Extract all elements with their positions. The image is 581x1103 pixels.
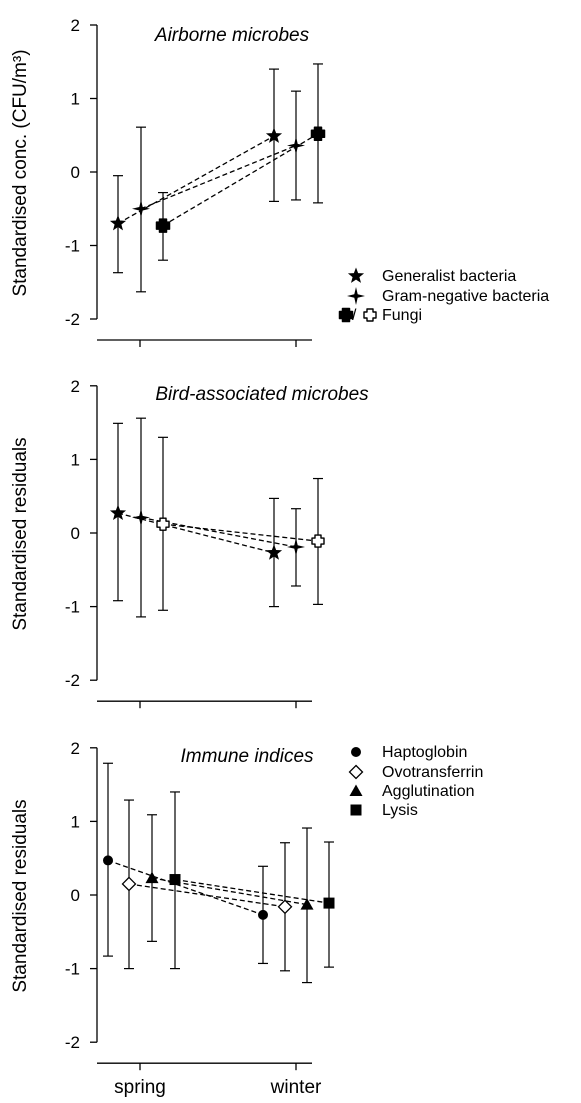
legend-marker-generalist-bacteria: [347, 267, 365, 283]
series-lysis: [169, 791, 335, 970]
y-tick-label: -2: [65, 310, 80, 329]
series-agglutination: [145, 814, 314, 984]
y-tick-label: -1: [65, 598, 80, 617]
panel-immune-indices: Immune indices Standardised residuals Ha…: [10, 739, 483, 1071]
legend-marker-fungi: [338, 307, 354, 323]
y-tick-label: 2: [71, 739, 80, 758]
panel-title: Immune indices: [180, 746, 314, 767]
series-gram-negative-bacteria: [132, 90, 305, 293]
y-tick-label: -1: [65, 960, 80, 979]
panel-title: Bird-associated microbes: [155, 384, 369, 405]
series-generalist-bacteria: [109, 68, 283, 274]
legend-marker-agglutination: [349, 784, 363, 796]
series-ovotransferrin: [121, 799, 293, 972]
y-axis-label: Standardised residuals: [10, 437, 31, 630]
data-point-winter: [277, 899, 293, 915]
data-point-spring: [109, 504, 127, 520]
series-fungi: [155, 63, 326, 261]
y-tick-label: 1: [71, 90, 80, 109]
y-tick-label: 0: [71, 163, 80, 182]
data-point-winter: [287, 136, 305, 155]
legend-marker-ovotransferrin: [348, 764, 364, 780]
legend-label-generalist-bacteria: Generalist bacteria: [382, 268, 516, 285]
y-tick-label: 2: [71, 377, 80, 396]
x-tick-label-spring: spring: [114, 1077, 166, 1098]
data-point-winter: [287, 537, 305, 556]
legend-marker-lysis: [350, 804, 362, 816]
panel-title: Airborne microbes: [154, 25, 310, 46]
data-point-winter: [310, 126, 326, 142]
panel-airborne-microbes: Airborne microbes Standardised conc. (CF…: [10, 16, 549, 347]
legend-label-fungi: Fungi: [382, 307, 422, 324]
data-point-spring: [109, 214, 127, 231]
series-connector: [117, 135, 275, 225]
legend-separator: /: [352, 307, 357, 324]
legend-microbes: Generalist bacteria Gram-negative bacter…: [352, 268, 549, 324]
data-point-spring: [145, 871, 159, 884]
series-connector: [174, 878, 330, 904]
data-point-spring: [132, 508, 150, 527]
y-tick-label: 1: [71, 812, 80, 831]
series-connector: [162, 133, 319, 227]
series-connector: [140, 144, 297, 210]
y-axis-label: Standardised residuals: [10, 799, 31, 992]
y-tick-label: -1: [65, 237, 80, 256]
legend-marker-haptoglobin: [351, 747, 361, 757]
data-point-winter: [323, 897, 335, 909]
data-point-winter: [258, 909, 268, 920]
y-tick-label: -2: [65, 671, 80, 690]
legend-label-lysis: Lysis: [382, 802, 418, 819]
legend-marker-gram-negative-bacteria: [347, 287, 365, 305]
data-point-winter: [300, 898, 314, 910]
data-point-spring: [121, 876, 137, 892]
x-tick-label-winter: winter: [270, 1077, 322, 1098]
y-tick-label: -2: [65, 1033, 80, 1052]
data-point-spring: [132, 199, 150, 218]
legend-immune: Haptoglobin Ovotransferrin Agglutination…: [382, 744, 483, 819]
y-tick-label: 2: [71, 16, 80, 35]
legend-marker-fungi-open: [363, 308, 377, 322]
data-point-winter: [265, 127, 283, 143]
series-connector: [162, 523, 319, 542]
series-fungi: [156, 436, 325, 611]
series-generalist-bacteria: [109, 422, 283, 608]
panel-bird-associated-microbes: Bird-associated microbes Standardised re…: [10, 377, 369, 709]
data-point-spring: [155, 218, 171, 233]
data-point-spring: [103, 855, 113, 866]
series-connector: [117, 512, 275, 554]
y-tick-label: 0: [71, 886, 80, 905]
series-haptoglobin: [103, 762, 268, 965]
data-point-winter: [311, 534, 325, 548]
data-point-winter: [265, 544, 283, 560]
legend-label-gram-negative-bacteria: Gram-negative bacteria: [382, 288, 549, 305]
legend-label-agglutination: Agglutination: [382, 783, 475, 800]
y-axis-label: Standardised conc. (CFU/m³): [10, 49, 31, 296]
y-tick-label: 0: [71, 524, 80, 543]
series-gram-negative-bacteria: [132, 417, 305, 618]
data-point-spring: [156, 517, 170, 531]
series-connector: [107, 859, 264, 916]
data-point-spring: [169, 874, 181, 886]
y-tick-label: 1: [71, 450, 80, 469]
legend-label-ovotransferrin: Ovotransferrin: [382, 764, 483, 781]
series-connector: [128, 883, 286, 908]
legend-label-haptoglobin: Haptoglobin: [382, 744, 467, 761]
